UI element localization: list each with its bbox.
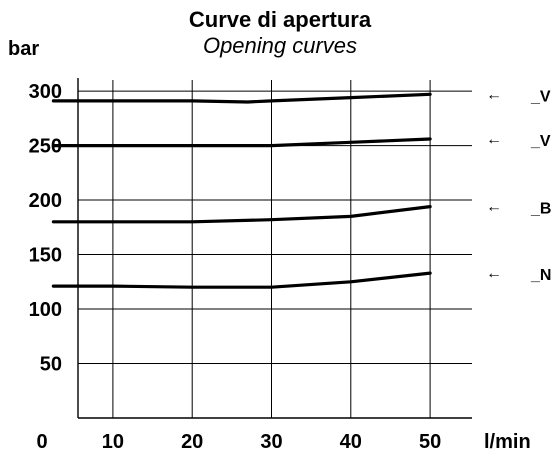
x-tick-label-50: 50 (419, 431, 441, 453)
x-tick-label-30: 30 (260, 431, 282, 453)
y-axis-label: bar (8, 38, 39, 60)
series-line-2 (51, 137, 432, 148)
x-tick-label-40: 40 (340, 431, 362, 453)
series-arrow-icon-4: ← (486, 265, 502, 282)
y-tick-label-100: 100 (29, 299, 62, 321)
y-tick-label-250: 250 (29, 136, 62, 158)
x-origin-label: 0 (36, 431, 47, 453)
chart-title: Curve di apertura (189, 7, 372, 32)
series-arrow-icon-3: ← (486, 199, 502, 216)
axes (77, 78, 472, 419)
y-tick-label-300: 300 (29, 81, 62, 103)
series-label-3: _B (530, 201, 551, 218)
chart-subtitle: Opening curves (203, 33, 357, 58)
grid (78, 80, 472, 418)
y-tick-label-50: 50 (40, 354, 62, 376)
x-axis-unit: l/min (484, 431, 531, 453)
series-line-3 (51, 205, 432, 224)
series-line-1 (51, 92, 432, 104)
x-tick-label-10: 10 (102, 431, 124, 453)
series-label-4: _N (530, 267, 551, 284)
series-line-4 (51, 271, 432, 289)
y-tick-label-150: 150 (29, 245, 62, 267)
x-tick-label-20: 20 (181, 431, 203, 453)
series-labels: ← _V ← _V ← _B ← _N (486, 86, 551, 284)
series-label-2: _V (530, 133, 551, 150)
series-lines (51, 92, 432, 289)
series-arrow-icon-1: ← (486, 86, 502, 103)
series-arrow-icon-2: ← (486, 131, 502, 148)
series-label-1: _V (530, 88, 551, 105)
tick-labels: 10 20 30 40 50 50 100 150 200 250 300 (29, 81, 442, 453)
y-tick-label-200: 200 (29, 190, 62, 212)
